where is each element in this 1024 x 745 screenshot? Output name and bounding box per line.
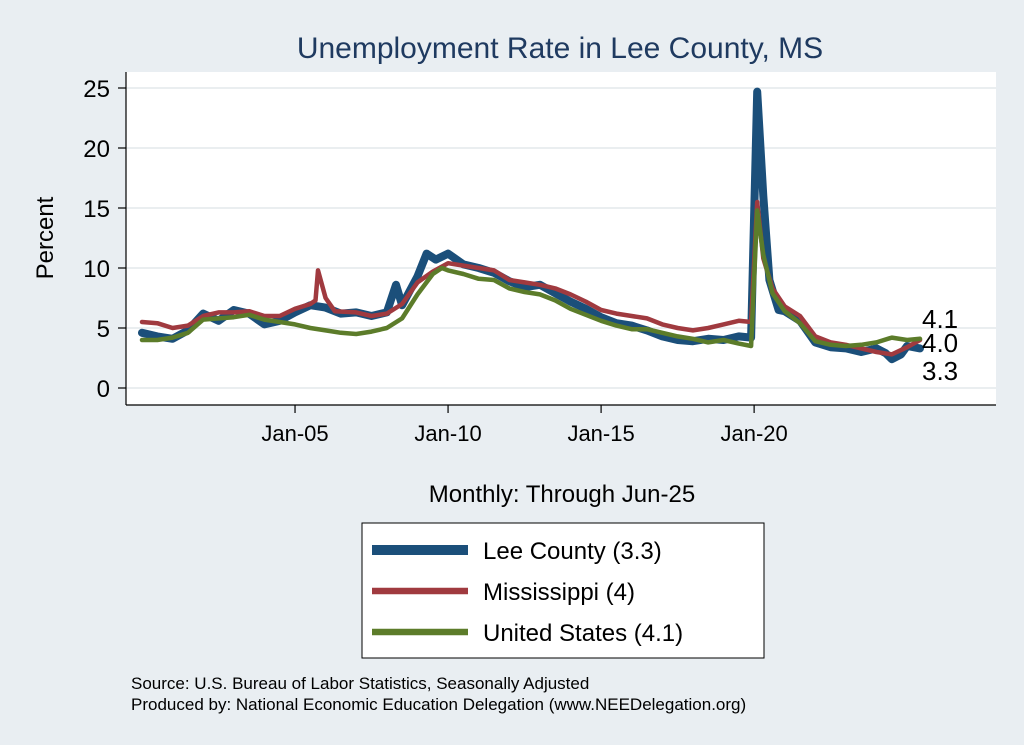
x-ticks: Jan-05 Jan-10 Jan-15 Jan-20	[261, 405, 788, 446]
end-label-lee-county: 3.3	[922, 356, 958, 386]
series-line-united-states	[139, 208, 923, 349]
source-line: Source: U.S. Bureau of Labor Statistics,…	[131, 674, 589, 693]
legend-label: Lee County (3.3)	[483, 538, 662, 565]
x-tick-label: Jan-10	[414, 421, 481, 446]
chart-title: Unemployment Rate in Lee County, MS	[297, 32, 823, 65]
end-labels: 3.34.04.1	[922, 304, 958, 386]
x-tick-label: Jan-05	[261, 421, 328, 446]
y-tick-label: 25	[83, 76, 110, 103]
y-tick-label: 10	[83, 256, 110, 283]
y-ticks: 0 5 10 15 20 25	[83, 76, 126, 403]
legend-label: Mississippi (4)	[483, 579, 635, 606]
y-tick-label: 0	[97, 376, 110, 403]
gridlines	[126, 87, 996, 389]
produced-by-line: Produced by: National Economic Education…	[131, 695, 746, 714]
end-label-united-states: 4.1	[922, 304, 958, 334]
y-axis-title: Percent	[32, 196, 59, 279]
series-lines	[138, 87, 924, 364]
end-label-mississippi: 4.0	[922, 328, 958, 358]
legend-label: United States (4.1)	[483, 620, 683, 647]
y-tick-label: 5	[97, 316, 110, 343]
legend: Lee County (3.3) Mississippi (4) United St…	[372, 538, 683, 647]
y-tick-label: 20	[83, 136, 110, 163]
x-axis-title: Monthly: Through Jun-25	[429, 481, 695, 508]
x-tick-label: Jan-20	[720, 421, 787, 446]
x-tick-label: Jan-15	[567, 421, 634, 446]
y-tick-label: 15	[83, 196, 110, 223]
series-line-mississippi	[139, 199, 923, 357]
